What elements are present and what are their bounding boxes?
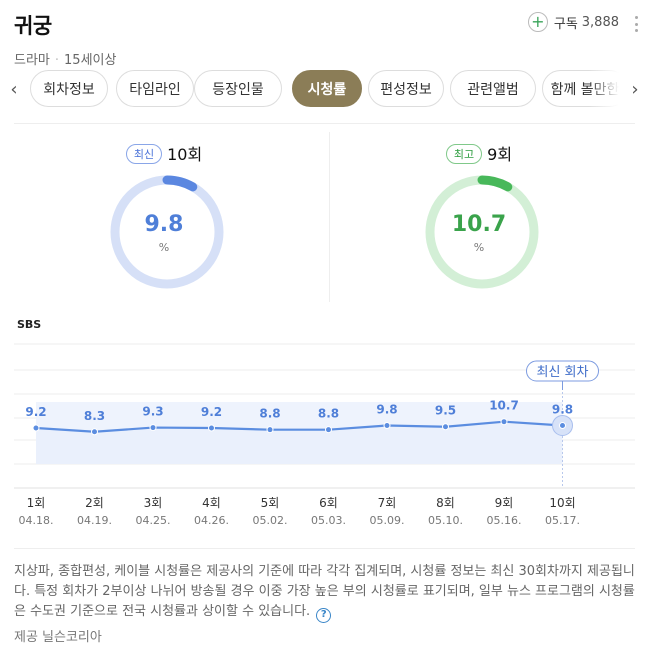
data-provider-label: 제공 닐슨코리아	[14, 630, 102, 645]
data-point	[91, 428, 98, 436]
x-tick-episode: 5회	[261, 496, 280, 510]
data-point	[266, 426, 274, 434]
tab-4[interactable]: 편성정보	[368, 70, 444, 107]
data-label: 9.5	[435, 404, 456, 418]
tab-overflow-fade	[589, 70, 619, 108]
genre-label: 드라마	[14, 53, 50, 68]
ratings-footnote: 지상파, 종합편성, 케이블 시청률은 제공사의 기준에 따라 각각 집계되며,…	[14, 562, 636, 623]
x-tick-date: 04.25.	[136, 514, 171, 527]
series-line	[35, 420, 563, 433]
plus-icon: +	[527, 12, 548, 32]
latest-rating-ring	[110, 175, 224, 289]
x-tick-episode: 1회	[27, 496, 46, 510]
data-point	[442, 423, 449, 431]
section-divider	[14, 548, 635, 549]
latest-rating-value: 9.8	[144, 212, 184, 237]
data-point	[32, 424, 40, 432]
x-tick-episode: 10회	[549, 496, 575, 510]
program-header: 귀궁 드라마 · 15세이상 + 구독 3,888	[14, 10, 639, 68]
data-label: 9.8	[376, 402, 397, 416]
chart-area-fill	[36, 421, 563, 464]
subscriber-count: 3,888	[581, 14, 619, 30]
section-divider	[14, 123, 635, 124]
subscribe-label: 구독	[553, 16, 578, 32]
subscribe-button[interactable]: + 구독 3,888	[527, 12, 619, 32]
program-meta: 드라마 · 15세이상	[14, 49, 116, 68]
ring-progress	[477, 175, 513, 192]
x-tick-date: 04.26.	[194, 514, 229, 527]
tab-list: 회차정보 타임라인 등장인물 시청률 편성정보 관련앨범 함께 볼만한	[30, 70, 619, 108]
latest-rating-unit: %	[158, 241, 170, 254]
data-point	[500, 418, 508, 426]
best-rating-card: 최고 9회 10.7 %	[329, 132, 629, 302]
rating-summary: 최신 10회 9.8 % 최고 9회 10.7 %	[14, 132, 635, 302]
latest-rating-card: 최신 10회 9.8 %	[14, 132, 314, 302]
x-tick-episode: 7회	[378, 496, 397, 510]
x-tick-episode: 8회	[436, 496, 455, 510]
data-label: 10.7	[489, 399, 519, 413]
data-label: 9.2	[25, 405, 46, 419]
data-point	[559, 421, 566, 429]
data-label: 8.3	[84, 409, 105, 423]
question-circle-icon[interactable]: ?	[316, 608, 332, 623]
data-point	[383, 421, 391, 429]
program-title[interactable]: 귀궁	[14, 14, 52, 38]
x-tick-episode: 3회	[144, 496, 163, 510]
x-tick-date: 05.10.	[428, 514, 463, 527]
x-tick-date: 05.17.	[545, 514, 580, 527]
chevron-right-icon[interactable]: ›	[631, 78, 639, 100]
data-point	[325, 426, 332, 434]
x-tick-date: 05.09.	[370, 514, 405, 527]
tab-5[interactable]: 관련앨범	[450, 70, 536, 107]
network-label: SBS	[17, 318, 42, 331]
x-tick-date: 04.19.	[77, 514, 112, 527]
x-tick-episode: 2회	[85, 496, 104, 510]
data-label: 9.2	[201, 405, 222, 419]
ring-progress	[162, 175, 198, 192]
tab-bar: ‹ 회차정보 타임라인 등장인물 시청률 편성정보 관련앨범 함께 볼만한 ›	[0, 70, 649, 110]
best-episode: 9회	[487, 145, 513, 164]
data-label: 8.8	[259, 407, 280, 421]
age-rating-label: 15세이상	[64, 53, 117, 68]
meta-separator: ·	[54, 53, 60, 68]
chevron-left-icon[interactable]: ‹	[10, 78, 18, 100]
x-tick-episode: 6회	[319, 496, 338, 510]
best-rating-ring	[425, 175, 539, 289]
x-tick-date: 04.18.	[19, 514, 54, 527]
data-label: 9.3	[142, 405, 163, 419]
data-point	[149, 424, 157, 432]
data-label: 8.8	[318, 407, 339, 421]
data-label: 9.8	[552, 402, 573, 416]
latest-episode: 10회	[167, 145, 203, 164]
more-options-icon[interactable]	[633, 16, 639, 32]
x-tick-episode: 4회	[202, 496, 221, 510]
tab-3[interactable]: 시청률	[292, 70, 362, 107]
tab-2[interactable]: 등장인물	[194, 70, 282, 107]
footnote-text: 지상파, 종합편성, 케이블 시청률은 제공사의 기준에 따라 각각 집계되며,…	[14, 564, 635, 619]
card-separator	[329, 132, 330, 302]
ratings-line-chart: 9.2 1회 04.18. 8.3 2회 04.19. 9.3 3회 04.25. 9.2 4회 04…	[14, 343, 635, 527]
latest-episode-callout-label: 최신 회차	[537, 365, 589, 380]
best-rating-value: 10.7	[451, 212, 507, 237]
best-badge: 최고	[445, 144, 483, 164]
best-rating-unit: %	[473, 241, 485, 254]
x-tick-date: 05.16.	[487, 514, 522, 527]
best-rating-header: 최고 9회	[329, 141, 629, 165]
x-tick-date: 05.03.	[311, 514, 346, 527]
tab-1[interactable]: 타임라인	[116, 70, 194, 107]
tab-0[interactable]: 회차정보	[30, 70, 108, 107]
latest-badge: 최신	[125, 144, 163, 164]
x-tick-episode: 9회	[495, 496, 514, 510]
latest-rating-header: 최신 10회	[14, 141, 314, 165]
data-point	[208, 424, 215, 432]
ratings-chart: SBS 9.2 1회 04.18. 8.3 2회 04.19. 9.3 3회 04.25. 9.2…	[0, 310, 649, 535]
x-tick-date: 05.02.	[253, 514, 288, 527]
